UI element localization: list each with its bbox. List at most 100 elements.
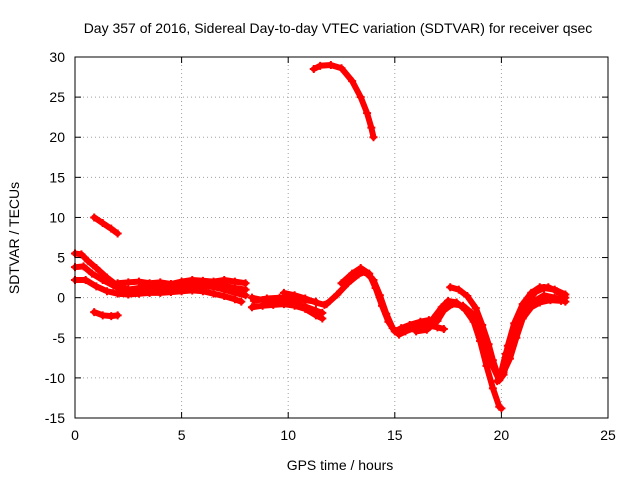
data-point bbox=[113, 289, 122, 298]
y-tick-label: 10 bbox=[49, 209, 65, 225]
data-point bbox=[488, 356, 497, 365]
data-point bbox=[290, 301, 299, 310]
data-point bbox=[247, 303, 256, 312]
data-point bbox=[535, 298, 544, 307]
data-point bbox=[535, 283, 544, 292]
data-point bbox=[497, 404, 506, 413]
data-point bbox=[198, 287, 207, 296]
chart-title: Day 357 of 2016, Sidereal Day-to-day VTE… bbox=[84, 20, 593, 36]
data-point bbox=[124, 278, 133, 287]
x-tick-label: 15 bbox=[387, 427, 403, 443]
data-point bbox=[262, 294, 271, 303]
data-point bbox=[384, 317, 393, 326]
data-point bbox=[371, 284, 380, 293]
series-arc-early-10 bbox=[91, 214, 121, 237]
series-arc-high bbox=[310, 62, 377, 141]
data-point bbox=[322, 300, 331, 309]
series-arc-late-2 bbox=[421, 297, 505, 412]
data-point bbox=[348, 77, 357, 86]
data-point bbox=[275, 293, 284, 302]
data-point bbox=[337, 279, 346, 288]
data-point bbox=[367, 123, 376, 132]
data-point bbox=[107, 224, 116, 233]
data-point bbox=[301, 304, 310, 313]
data-point bbox=[397, 324, 406, 333]
data-point bbox=[237, 297, 246, 306]
data-point bbox=[471, 304, 480, 313]
data-point bbox=[337, 64, 346, 73]
data-point bbox=[98, 219, 107, 228]
data-point bbox=[482, 361, 491, 370]
data-point bbox=[98, 311, 107, 320]
data-point bbox=[113, 229, 122, 238]
data-point bbox=[378, 301, 387, 310]
data-point bbox=[461, 305, 470, 314]
data-point bbox=[484, 340, 493, 349]
data-point bbox=[503, 341, 512, 350]
data-point bbox=[113, 311, 122, 320]
data-point bbox=[279, 300, 288, 309]
data-point bbox=[333, 290, 342, 299]
data-point bbox=[188, 286, 197, 295]
data-point bbox=[92, 282, 101, 291]
data-point bbox=[156, 288, 165, 297]
data-point bbox=[279, 288, 288, 297]
data-point bbox=[220, 276, 229, 285]
data-point bbox=[561, 293, 570, 302]
data-point bbox=[290, 291, 299, 300]
data-point bbox=[454, 285, 463, 294]
x-tick-label: 25 bbox=[600, 427, 616, 443]
data-point bbox=[309, 65, 318, 74]
data-point bbox=[356, 263, 365, 272]
data-point bbox=[493, 377, 502, 386]
x-tick-label: 0 bbox=[71, 427, 79, 443]
y-tick-label: 20 bbox=[49, 129, 65, 145]
data-point bbox=[301, 294, 310, 303]
data-point bbox=[156, 278, 165, 287]
plot-frame bbox=[74, 56, 609, 419]
data-point bbox=[412, 327, 421, 336]
data-point bbox=[92, 263, 101, 272]
data-point bbox=[552, 287, 561, 296]
data-point bbox=[557, 296, 566, 305]
tick-layer: 0 5 10 15 20 25 -15 -10 -5 0 5 10 15 20 25 30 bbox=[45, 49, 616, 443]
x-tick-label: 20 bbox=[494, 427, 510, 443]
data-point bbox=[134, 277, 143, 286]
data-point bbox=[546, 296, 555, 305]
data-point bbox=[390, 327, 399, 336]
data-point bbox=[124, 290, 133, 299]
data-point bbox=[452, 298, 461, 307]
data-point bbox=[356, 93, 365, 102]
y-tick-label: -15 bbox=[45, 410, 65, 426]
y-tick-label: 25 bbox=[49, 89, 65, 105]
y-tick-label: -5 bbox=[53, 330, 66, 346]
data-point bbox=[311, 298, 320, 307]
data-point bbox=[113, 279, 122, 288]
data-point bbox=[478, 320, 487, 329]
series-layer bbox=[71, 61, 570, 413]
y-tick-label: 15 bbox=[49, 169, 65, 185]
data-point bbox=[316, 61, 325, 70]
data-point bbox=[209, 277, 218, 286]
y-tick-label: 0 bbox=[57, 290, 65, 306]
data-point bbox=[463, 292, 472, 301]
data-point bbox=[437, 303, 446, 312]
data-point bbox=[416, 317, 425, 326]
data-point bbox=[363, 109, 372, 118]
data-point bbox=[241, 291, 250, 300]
data-point bbox=[177, 287, 186, 296]
data-point bbox=[79, 262, 88, 271]
data-point bbox=[469, 317, 478, 326]
data-point bbox=[369, 133, 378, 142]
data-point bbox=[488, 384, 497, 393]
data-point bbox=[177, 277, 186, 286]
data-point bbox=[250, 296, 259, 305]
data-point bbox=[269, 300, 278, 309]
data-point bbox=[527, 303, 536, 312]
data-point bbox=[209, 289, 218, 298]
data-point bbox=[90, 308, 99, 317]
x-axis-label: GPS time / hours bbox=[287, 457, 394, 473]
y-axis-label: SDTVAR / TECUs bbox=[6, 182, 22, 294]
x-tick-label: 10 bbox=[280, 427, 296, 443]
data-point bbox=[348, 269, 357, 278]
